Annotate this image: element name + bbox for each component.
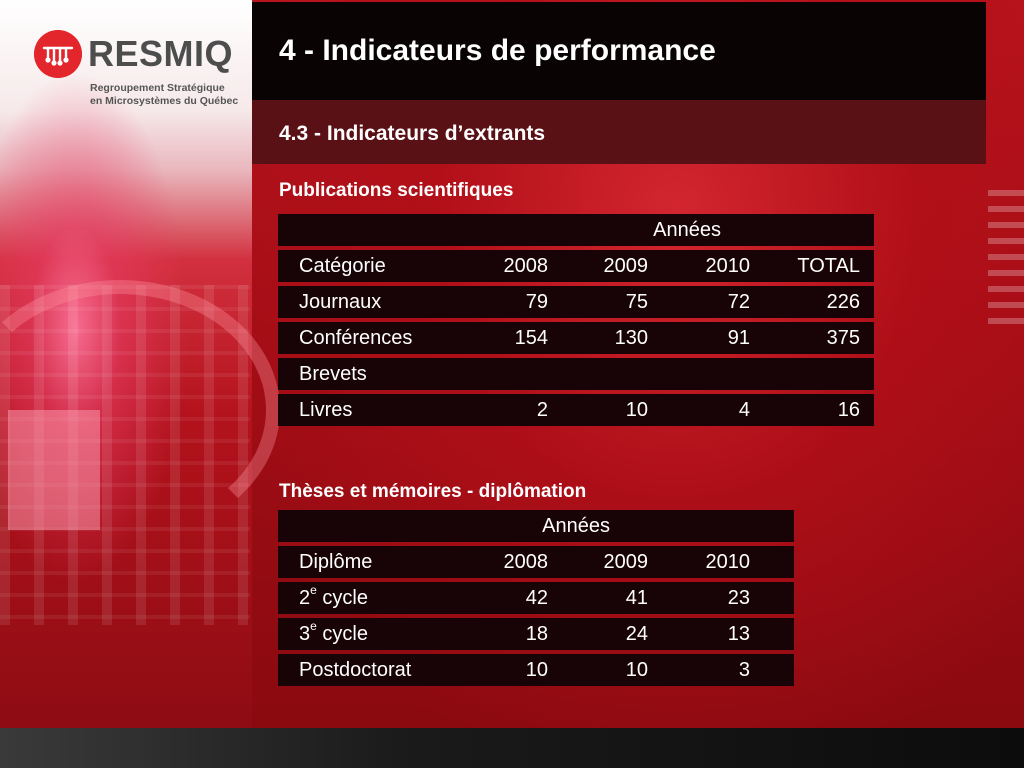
column-header: Catégorie [278, 250, 458, 282]
row-label: Livres [278, 394, 458, 426]
years-header: Années [278, 214, 874, 246]
row-label-text: cycle [317, 587, 368, 609]
slide-subtitle: 4.3 - Indicateurs d’extrants [279, 122, 545, 146]
table-row: 2e cycle 42 41 23 [278, 582, 794, 614]
table-cell: 18 [458, 618, 550, 650]
table-cell: 16 [752, 394, 874, 426]
row-label: Brevets [278, 358, 458, 390]
logo-wordmark: RESMIQ [88, 32, 233, 76]
row-label: 2e cycle [278, 582, 458, 614]
logo-tagline-line1: Regroupement Stratégique [90, 82, 250, 95]
column-header: 2009 [550, 250, 650, 282]
slide-title: 4 - Indicateurs de performance [279, 34, 716, 68]
table-cell: 130 [550, 322, 650, 354]
row-label: Journaux [278, 286, 458, 318]
years-header-label: Années [431, 214, 721, 246]
table-cell-empty [752, 546, 794, 578]
table-header-row: Années [278, 510, 794, 542]
table-cell: 13 [650, 618, 752, 650]
table-cell: 3 [650, 654, 752, 686]
table-cell: 2 [458, 394, 550, 426]
table-row: 3e cycle 18 24 13 [278, 618, 794, 650]
table-cell: 4 [650, 394, 752, 426]
table-row: Livres 2 10 4 16 [278, 394, 874, 426]
table-cell-empty [752, 618, 794, 650]
row-label-number: 3 [299, 623, 310, 645]
table-cell: 23 [650, 582, 752, 614]
background-stripe-pattern [988, 190, 1024, 330]
row-label-text: Postdoctorat [299, 659, 411, 681]
table-cell: 91 [650, 322, 752, 354]
logo-tagline: Regroupement Stratégique en Microsystème… [90, 82, 250, 108]
table-cell: 375 [752, 322, 874, 354]
row-label-superscript: e [310, 619, 317, 633]
theses-table: Années Diplôme 2008 2009 2010 2e cycle 4… [278, 506, 794, 690]
column-header: 2008 [458, 250, 550, 282]
table-row: Brevets [278, 358, 874, 390]
table-cell: 10 [550, 654, 650, 686]
table-cell: 10 [550, 394, 650, 426]
column-header: TOTAL [752, 250, 874, 282]
table-cell-empty [752, 654, 794, 686]
table-cell [550, 358, 650, 390]
table-row: Postdoctorat 10 10 3 [278, 654, 794, 686]
theses-heading: Thèses et mémoires - diplômation [279, 481, 586, 503]
column-header: 2010 [650, 250, 752, 282]
table-cell [752, 358, 874, 390]
row-label: Conférences [278, 322, 458, 354]
column-header: 2010 [650, 546, 752, 578]
column-header: Diplôme [278, 546, 458, 578]
table-cell: 42 [458, 582, 550, 614]
publications-table: Années Catégorie 2008 2009 2010 TOTAL Jo… [278, 210, 874, 430]
title-band: 4 - Indicateurs de performance [252, 2, 986, 100]
table-cell: 75 [550, 286, 650, 318]
logo-tagline-line2: en Microsystèmes du Québec [90, 95, 250, 108]
years-header: Années [278, 510, 794, 542]
background-glow-box [8, 410, 100, 530]
row-label-text: cycle [317, 623, 368, 645]
table-cell: 79 [458, 286, 550, 318]
table-header-row: Années [278, 214, 874, 246]
table-cell: 154 [458, 322, 550, 354]
table-cell: 72 [650, 286, 752, 318]
table-cell [650, 358, 752, 390]
table-cell: 226 [752, 286, 874, 318]
table-cell [458, 358, 550, 390]
row-label: Postdoctorat [278, 654, 458, 686]
years-header-label: Années [278, 510, 610, 542]
subtitle-band: 4.3 - Indicateurs d’extrants [252, 100, 986, 164]
row-label: 3e cycle [278, 618, 458, 650]
table-row: Journaux 79 75 72 226 [278, 286, 874, 318]
resmiq-logo: RESMIQ Regroupement Stratégique en Micro… [34, 30, 244, 110]
row-label-number: 2 [299, 587, 310, 609]
table-cell: 10 [458, 654, 550, 686]
footer-bar [0, 728, 1024, 768]
publications-heading: Publications scientifiques [279, 180, 513, 202]
column-header: 2009 [550, 546, 650, 578]
table-cell: 41 [550, 582, 650, 614]
table-cell-empty [752, 582, 794, 614]
resmiq-logo-icon [34, 30, 82, 78]
table-row: Conférences 154 130 91 375 [278, 322, 874, 354]
column-header: 2008 [458, 546, 550, 578]
row-label-superscript: e [310, 583, 317, 597]
table-cell: 24 [550, 618, 650, 650]
table-column-row: Diplôme 2008 2009 2010 [278, 546, 794, 578]
table-column-row: Catégorie 2008 2009 2010 TOTAL [278, 250, 874, 282]
